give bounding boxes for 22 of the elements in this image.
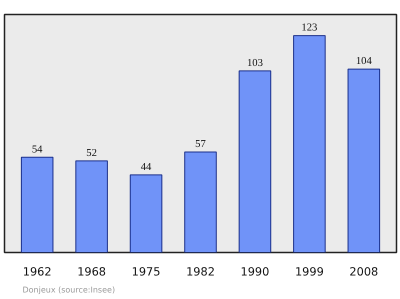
text: Donjeux (source:Insee) <box>22 286 116 294</box>
x-tick-label: 1968 <box>77 264 106 278</box>
bar <box>293 35 326 252</box>
data-label: 57 <box>195 139 206 150</box>
bar <box>238 70 272 252</box>
bar <box>184 152 217 252</box>
bar <box>348 68 380 252</box>
data-label: 44 <box>140 162 152 173</box>
data-label: 52 <box>86 148 97 159</box>
x-tick-label: 1982 <box>186 264 215 278</box>
bar <box>75 160 108 252</box>
data-label: 123 <box>301 22 318 34</box>
data-label: 54 <box>32 144 44 156</box>
bar <box>20 156 54 252</box>
x-tick-label: 1999 <box>294 264 324 278</box>
x-tick-label: 1975 <box>132 264 160 278</box>
data-label: 104 <box>356 56 372 68</box>
x-tick-label: 2008 <box>349 264 378 278</box>
x-tick-label: 1962 <box>22 264 52 278</box>
bar <box>130 174 162 252</box>
data-label: 103 <box>246 58 263 69</box>
x-tick-label: 1990 <box>240 264 270 278</box>
